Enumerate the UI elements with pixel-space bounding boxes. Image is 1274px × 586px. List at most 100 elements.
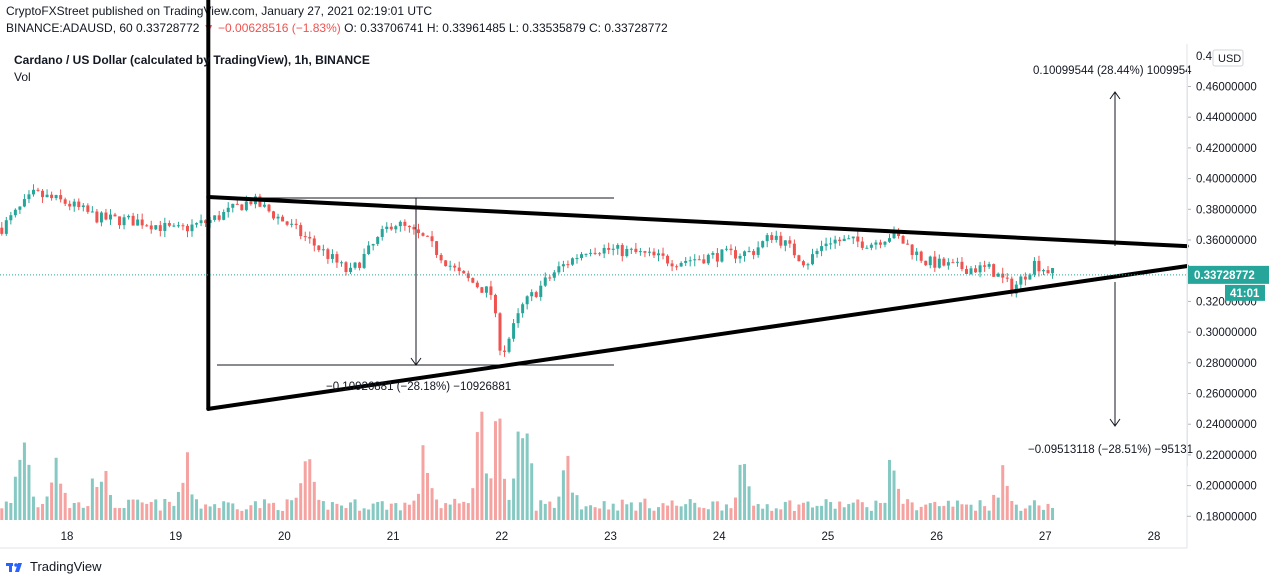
trendline-upper <box>206 195 1189 249</box>
volume-bar <box>41 503 45 520</box>
volume-bar <box>389 503 393 520</box>
candle-body <box>462 271 466 274</box>
candle-body <box>865 247 869 249</box>
candle-body <box>892 229 896 239</box>
candle-body <box>996 273 1000 277</box>
volume-bar <box>693 502 697 520</box>
volume-bar <box>530 463 534 520</box>
currency-badge <box>1212 49 1244 67</box>
candle-body <box>457 267 461 272</box>
candle-body <box>964 269 968 274</box>
volume-bar <box>675 505 679 520</box>
candle-body <box>262 204 266 207</box>
volume-bar <box>31 496 35 520</box>
volume-bar <box>1005 485 1009 520</box>
volume-bar <box>181 482 185 520</box>
volume-bar <box>983 506 987 520</box>
candle-body <box>407 225 411 228</box>
volume-bar <box>670 500 674 520</box>
candle-body <box>31 189 35 195</box>
price-tick-label-partial: 0.4 <box>1196 51 1213 63</box>
candle-body <box>385 226 389 230</box>
volume-bar <box>22 442 26 520</box>
volume-bar <box>937 506 941 520</box>
volume-bar <box>262 499 266 520</box>
volume-bar <box>435 499 439 520</box>
candle-body <box>797 255 801 262</box>
volume-bar <box>339 505 343 520</box>
volume-bar <box>145 503 149 520</box>
volume-bar <box>978 500 982 520</box>
volume-bar <box>380 501 384 520</box>
candle-body <box>244 201 248 211</box>
volume-bar <box>272 502 276 520</box>
volume-bar <box>118 508 122 520</box>
candle-body <box>548 277 552 279</box>
volume-bar <box>924 504 928 520</box>
volume-bar <box>797 504 801 520</box>
volume-bar <box>4 501 8 520</box>
volume-bar <box>824 499 828 520</box>
candle-body <box>4 220 8 234</box>
candle-body <box>149 225 153 230</box>
volume-legend: Vol <box>14 70 31 84</box>
volume-bar <box>1032 500 1036 520</box>
volume-bar <box>951 506 955 520</box>
volume-bar <box>770 510 774 520</box>
candle-body <box>294 223 298 226</box>
candle-body <box>326 249 330 259</box>
volume-bar <box>525 433 529 520</box>
volume-bar <box>611 503 615 520</box>
candle-body <box>539 285 543 297</box>
candle-body <box>167 223 171 226</box>
candle-body <box>869 244 873 248</box>
candle-body <box>974 268 978 273</box>
candle-body <box>937 258 941 268</box>
volume-bar <box>349 502 353 520</box>
volume-bar <box>253 501 257 520</box>
time-tick-label: 20 <box>278 531 291 543</box>
countdown-label: 41:01 <box>1230 288 1260 300</box>
volume-bar <box>303 461 307 520</box>
candle-body <box>525 296 529 305</box>
currency-label: USD <box>1218 53 1241 65</box>
volume-bar <box>1051 507 1055 520</box>
candle-body <box>176 225 180 227</box>
candle-body <box>145 225 149 227</box>
volume-bar <box>566 455 570 520</box>
price-tick-label: 0.24000000 <box>1196 419 1257 431</box>
tradingview-logo-icon <box>6 562 22 572</box>
candle-body <box>1046 270 1050 274</box>
price-tick-label: 0.42000000 <box>1196 143 1257 155</box>
volume-bar <box>208 506 212 520</box>
candle-body <box>249 201 253 205</box>
time-tick-label: 21 <box>387 531 400 543</box>
volume-bar <box>140 502 144 520</box>
candle-body <box>484 286 488 293</box>
price-tick-label: 0.40000000 <box>1196 174 1257 186</box>
volume-bar <box>226 502 230 520</box>
volume-bar <box>729 508 733 520</box>
price-tick-label: 0.18000000 <box>1196 511 1257 523</box>
time-tick-label: 25 <box>822 531 835 543</box>
candle-body <box>978 265 982 273</box>
candle-body <box>493 294 497 314</box>
volume-bar <box>697 507 701 520</box>
brand-footer[interactable]: TradingView <box>6 559 102 574</box>
candle-body <box>195 223 199 225</box>
volume-bar <box>634 510 638 520</box>
volume-bar <box>358 510 362 520</box>
volume-bar <box>507 499 511 520</box>
candle-body <box>1037 260 1041 272</box>
candle-body <box>312 238 316 246</box>
volume-bar <box>833 508 837 520</box>
volume-bar <box>715 501 719 520</box>
candle-body <box>217 215 221 220</box>
time-tick-label: 24 <box>713 531 726 543</box>
volume-bar <box>398 510 402 520</box>
volume-bar <box>598 508 602 520</box>
time-tick-label: 23 <box>604 531 617 543</box>
candle-body <box>113 214 117 217</box>
volume-bar <box>77 502 81 520</box>
